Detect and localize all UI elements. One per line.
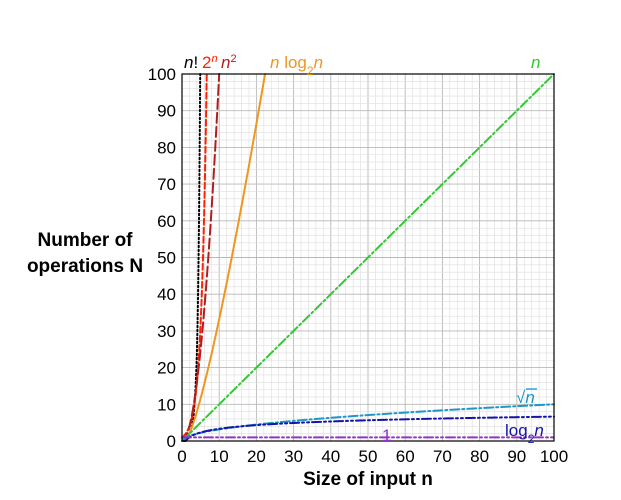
label-factorial: n! (184, 53, 198, 72)
y-tick-label: 20 (157, 359, 176, 378)
y-tick-label: 60 (157, 212, 176, 231)
series-line-nlogn (184, 73, 267, 442)
x-tick-label: 10 (210, 447, 229, 466)
y-tick-label: 100 (148, 65, 176, 84)
series-labels: n! 2n n2 n log2n n √n log2n 1 (184, 53, 544, 446)
x-axis-label: Size of input n (303, 469, 433, 490)
series-line-log2 (182, 415, 555, 442)
y-axis-label: Number of operations N (14, 228, 156, 280)
y-tick-label: 40 (157, 285, 176, 304)
label-log2: log2n (505, 421, 544, 446)
y-tick-label: 80 (157, 138, 176, 157)
x-tick-label: 80 (470, 447, 489, 466)
x-tick-label: 40 (321, 447, 340, 466)
label-square: n2 (221, 53, 237, 72)
x-tick-label: 30 (284, 447, 303, 466)
x-tick-label: 20 (247, 447, 266, 466)
y-axis-label-line-2: operations N (26, 256, 144, 277)
series-line-linear (181, 73, 555, 442)
x-tick-label: 0 (177, 447, 186, 466)
label-sqrt: √n (516, 388, 535, 407)
x-tick-label: 70 (433, 447, 452, 466)
y-tick-label: 30 (157, 322, 176, 341)
y-tick-label: 70 (157, 175, 176, 194)
x-tick-label: 50 (359, 447, 378, 466)
label-linear: n (531, 53, 540, 72)
plot-frame (181, 73, 555, 442)
label-constant: 1 (382, 426, 391, 445)
grid (181, 73, 555, 442)
curves (181, 73, 555, 442)
y-tick-label: 50 (157, 249, 176, 268)
label-nlogn: n log2n (270, 53, 323, 78)
x-tick-label: 100 (540, 447, 568, 466)
y-tick-label: 10 (157, 395, 176, 414)
y-tick-label: 0 (167, 432, 176, 451)
series-line-square (181, 73, 221, 442)
series-line-exp2 (181, 73, 208, 439)
y-tick-label: 90 (157, 102, 176, 121)
tick-labels: 0 10 20 30 40 50 60 70 80 90 100 0 10 20 30 40 50 60 70 80 9… (148, 65, 569, 466)
x-tick-label: 60 (396, 447, 415, 466)
label-exp2: 2n (202, 53, 218, 72)
x-tick-label: 90 (507, 447, 526, 466)
y-axis-label-line-1: Number of (37, 230, 133, 251)
